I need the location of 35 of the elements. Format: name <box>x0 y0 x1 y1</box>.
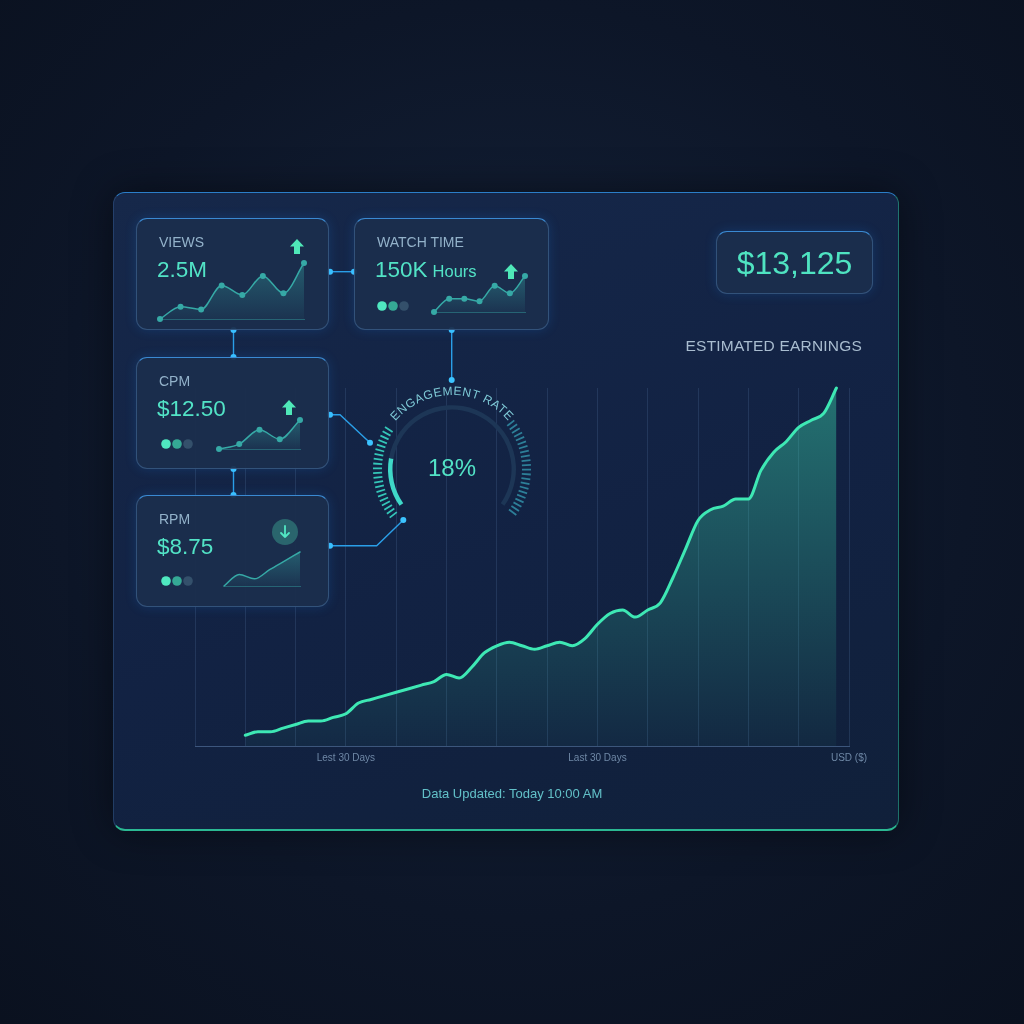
point <box>280 290 287 297</box>
point <box>431 309 437 315</box>
chart-title: VIEWS <box>159 234 205 250</box>
chart-title: CPM <box>159 373 191 389</box>
annotation: 18% <box>427 453 477 481</box>
point <box>239 291 246 298</box>
point <box>218 282 225 289</box>
x-tick-label: USD ($) <box>830 751 868 763</box>
chart-subtitle: 150K Hours <box>375 257 477 282</box>
point <box>157 316 163 322</box>
x-tick-label: Lest 30 Days <box>316 751 376 763</box>
chart-subtitle: 2.5M <box>157 257 208 282</box>
point <box>522 273 528 279</box>
chart-title: WATCH TIME <box>377 234 464 250</box>
point <box>461 295 468 302</box>
point <box>476 298 483 305</box>
chart-subtitle: $8.75 <box>157 534 214 559</box>
chart-title: RPM <box>159 511 191 527</box>
point <box>446 295 453 302</box>
point <box>256 426 263 433</box>
point <box>491 282 498 289</box>
point <box>259 272 266 279</box>
point <box>198 306 205 313</box>
point <box>297 417 303 423</box>
text: $13,125 <box>736 244 853 281</box>
point <box>216 446 222 452</box>
point <box>506 290 513 297</box>
point <box>301 260 307 266</box>
chart-subtitle: $12.50 <box>157 396 226 421</box>
x-tick-label: Last 30 Days <box>568 751 627 763</box>
point <box>276 436 283 443</box>
text: Data Updated: Today 10:00 AM <box>421 786 603 801</box>
point <box>177 303 184 310</box>
point <box>236 441 243 448</box>
chart-title: ESTIMATED EARNINGS <box>685 337 862 354</box>
